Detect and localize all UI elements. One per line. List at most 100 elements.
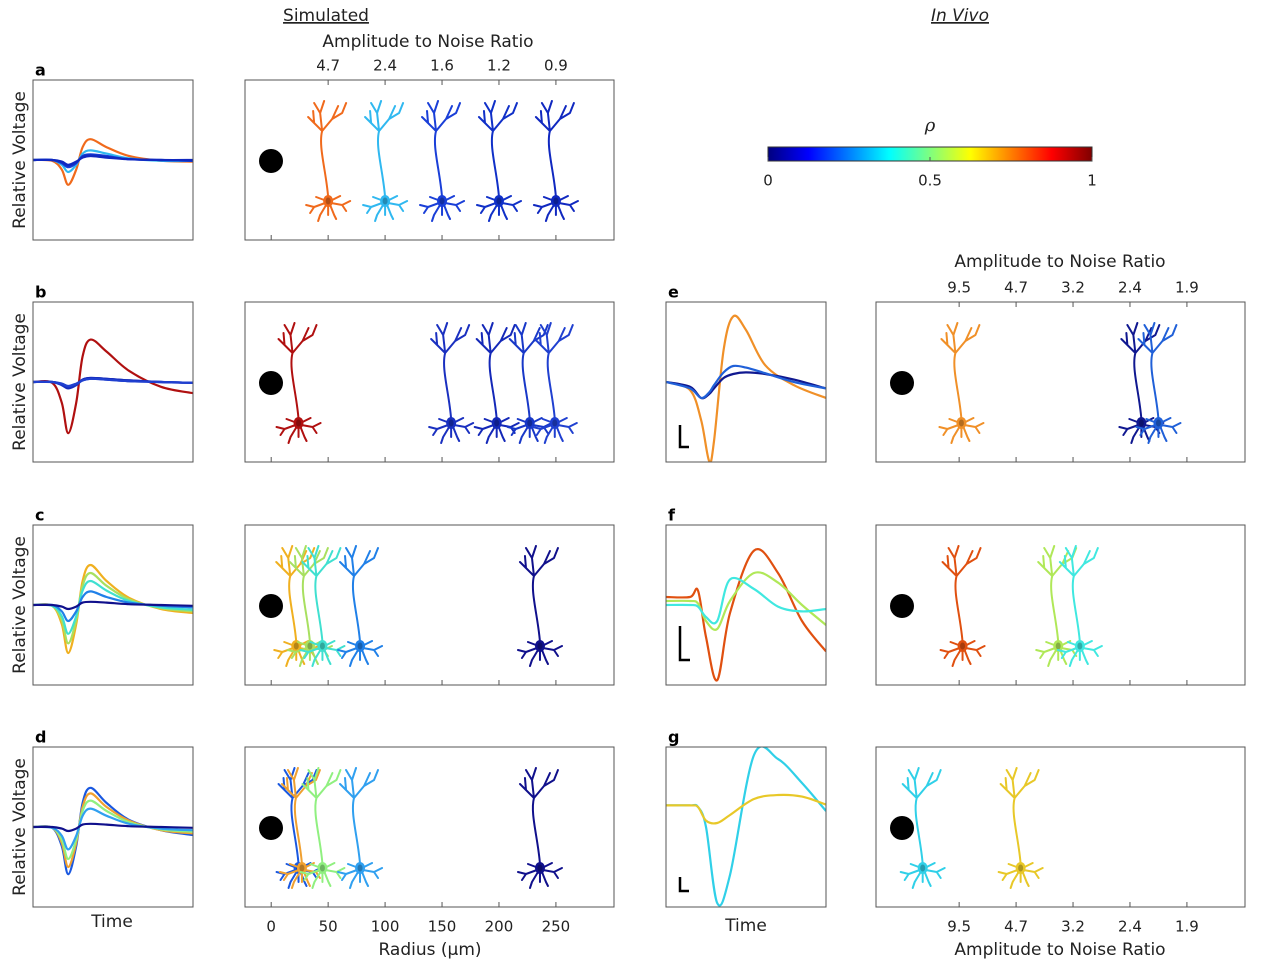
neuron-nucleus (294, 643, 299, 650)
neuron (534, 101, 578, 221)
neuron-frame (876, 302, 1245, 462)
figure: Simulated In Vivo Amplitude to Noise Rat… (0, 0, 1271, 962)
neuron (939, 323, 983, 443)
neuron-nucleus (959, 420, 964, 427)
electrode (890, 816, 914, 840)
waveform (33, 379, 193, 386)
electrode (259, 816, 283, 840)
top-tick-label: 2.4 (373, 57, 397, 75)
neuron-nucleus (320, 643, 325, 650)
neuron-nucleus (1156, 420, 1161, 427)
electrode (259, 371, 283, 395)
electrode (890, 594, 914, 618)
electrode (259, 594, 283, 618)
neuron-frame (245, 302, 614, 462)
x-tick-label: 150 (428, 918, 457, 936)
x-tick-label: 3.2 (1061, 918, 1085, 936)
neuron-nucleus (299, 865, 304, 872)
top-tick-label: 2.4 (1118, 279, 1142, 297)
neuron-nucleus (440, 198, 445, 205)
colorbar-tick-label: 0.5 (918, 172, 942, 190)
neuron (1036, 546, 1080, 666)
neuron (518, 546, 562, 666)
scale-bar (680, 877, 689, 891)
neuron (429, 323, 473, 443)
x-tick-label: 4.7 (1004, 918, 1028, 936)
neuron-nucleus (527, 420, 532, 427)
y-axis-label: Relative Voltage (10, 536, 30, 674)
waveform (666, 746, 826, 905)
scale-bar (680, 626, 690, 660)
y-axis-label: Relative Voltage (10, 758, 30, 896)
scale-bar (680, 425, 689, 447)
neuron (477, 101, 521, 221)
top-axis-label: Amplitude to Noise Ratio (322, 32, 533, 52)
x-axis-label: Time (724, 916, 767, 936)
header-in-vivo: In Vivo (931, 6, 989, 26)
neuron (533, 323, 577, 443)
top-tick-label: 1.9 (1175, 279, 1199, 297)
waveform (33, 340, 193, 434)
waveform-frame (666, 747, 826, 907)
neuron-nucleus (1018, 865, 1023, 872)
waveform (666, 372, 826, 398)
neuron (277, 323, 321, 443)
neuron-nucleus (1077, 643, 1082, 650)
x-tick-label: 9.5 (947, 918, 971, 936)
colorbar-tick-label: 1 (1087, 172, 1097, 190)
neuron (518, 768, 562, 888)
neuron-nucleus (358, 865, 363, 872)
x-axis-label: Amplitude to Noise Ratio (954, 940, 1165, 960)
colorbar-tick-label: 0 (763, 172, 773, 190)
neuron-nucleus (494, 420, 499, 427)
neuron-nucleus (920, 865, 925, 872)
panel-letter: a (35, 61, 46, 80)
neuron-nucleus (552, 420, 557, 427)
electrode (259, 149, 283, 173)
neuron-nucleus (296, 420, 301, 427)
neuron-nucleus (960, 643, 965, 650)
neuron-nucleus (326, 198, 331, 205)
neuron (338, 768, 382, 888)
x-tick-label: 2.4 (1118, 918, 1142, 936)
panel-letter: g (668, 728, 679, 747)
colorbar-label: ρ (924, 115, 936, 136)
x-tick-label: 0 (266, 918, 276, 936)
panel-letter: e (668, 283, 679, 302)
x-tick-label: 100 (371, 918, 400, 936)
electrode (890, 371, 914, 395)
x-tick-label: 250 (542, 918, 571, 936)
x-axis-label: Time (90, 912, 133, 932)
top-tick-label: 9.5 (947, 279, 971, 297)
neuron-nucleus (307, 643, 312, 650)
top-tick-label: 4.7 (316, 57, 340, 75)
panel-letter: f (668, 506, 676, 525)
waveform (666, 795, 826, 824)
panel-letter: b (35, 283, 46, 302)
neuron-nucleus (1056, 643, 1061, 650)
neuron-nucleus (383, 198, 388, 205)
top-tick-label: 0.9 (544, 57, 568, 75)
top-tick-label: 4.7 (1004, 279, 1028, 297)
panel-letter: d (35, 728, 46, 747)
y-axis-label: Relative Voltage (10, 313, 30, 451)
neuron-nucleus (496, 198, 501, 205)
neuron-frame (876, 747, 1245, 907)
neuron (420, 101, 464, 221)
panel-letter: c (35, 506, 44, 525)
neuron-nucleus (537, 643, 542, 650)
neuron-nucleus (358, 643, 363, 650)
neuron-nucleus (553, 198, 558, 205)
x-tick-label: 50 (319, 918, 338, 936)
neuron-frame (245, 747, 614, 907)
neuron-nucleus (320, 865, 325, 872)
top-axis-label: Amplitude to Noise Ratio (954, 252, 1165, 272)
neuron-nucleus (537, 865, 542, 872)
x-axis-label: Radius (μm) (378, 940, 481, 960)
neuron-nucleus (1139, 420, 1144, 427)
header-simulated: Simulated (283, 6, 369, 26)
neuron (941, 546, 985, 666)
neuron (999, 768, 1043, 888)
top-tick-label: 3.2 (1061, 279, 1085, 297)
x-tick-label: 200 (485, 918, 514, 936)
